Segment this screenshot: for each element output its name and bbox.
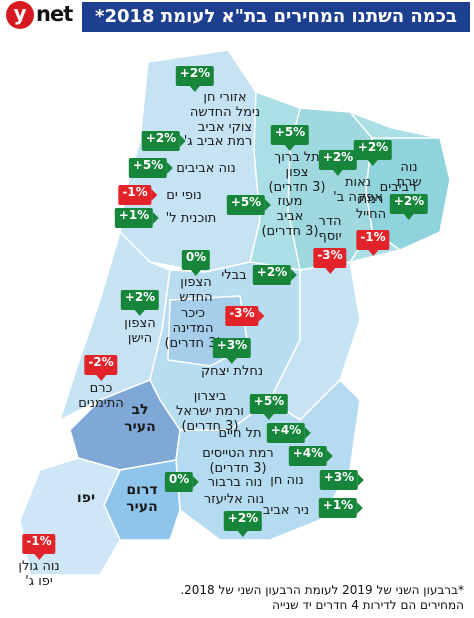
change-badge-neve-golan: -1%: [22, 534, 56, 560]
change-badge-nir-aviv: +2%: [223, 511, 263, 537]
neighborhood-label-neve-chen: נוה חן: [270, 473, 304, 488]
neighborhood-label-neve-golan: נוה גולן יפו ג': [18, 559, 60, 589]
neighborhood-label-tel-baruch: תל ברוך צפון (3 חדרים): [268, 150, 326, 195]
change-badge-ma-oz-aviv: +5%: [226, 195, 272, 215]
neighborhood-label-kerem-hateimanim: כרם התימנים: [78, 381, 124, 411]
neighborhood-label-ramat-hachayal: רמת החייל: [355, 192, 387, 222]
neighborhood-label-tel-chaim: תל חיים: [218, 426, 262, 441]
change-badge-nofei-yam: -1%: [118, 185, 159, 205]
change-badge-neve-eliezer: +1%: [318, 498, 364, 518]
neighborhood-label-neve-eliezer: נוה אליעזר: [203, 492, 265, 507]
change-badge-azorei-chen: +2%: [175, 66, 215, 92]
change-badge-tzafon-hachadash: 0%: [181, 250, 211, 276]
change-badge-tzafon-hayashan: +2%: [120, 290, 160, 316]
neighborhood-label-neve-sharet: נוה שרת: [396, 160, 422, 190]
change-badge-ramat-aviv-g: +2%: [141, 131, 187, 151]
change-badge-kikar-hamedina: -3%: [225, 306, 266, 326]
chart-title: בכמה השתנו המחירים בת"א לעומת 2018*: [82, 2, 470, 32]
change-badge-neot-afeka: +2%: [318, 150, 358, 176]
change-badge-neve-avivim: +5%: [128, 158, 174, 178]
change-badge-tel-baruch: +5%: [270, 125, 310, 151]
ynet-logo[interactable]: y net: [6, 1, 73, 31]
neighborhood-label-neot-afeka: נאות אפקה ב': [333, 175, 383, 205]
change-badge-hadar-yosef: -3%: [313, 248, 347, 274]
change-badge-neve-barbur: 0%: [164, 472, 200, 492]
footnote-line-1: *ברבעון השני של 2019 לעומת הרבעון השני ש…: [180, 583, 464, 597]
neighborhood-label-nachlat-yitzhak: נחלת יצחק: [200, 364, 264, 379]
logo-net: net: [36, 2, 73, 26]
neighborhood-label-ma-oz-aviv: מעוז אביב (3 חדרים): [261, 194, 319, 239]
header: y net בכמה השתנו המחירים בת"א לעומת 2018…: [0, 0, 474, 34]
area-label-darom-hair: דרום העיר: [126, 482, 158, 515]
change-badge-ramat-hachayal: +2%: [389, 194, 429, 220]
change-badge-neve-sharet: +2%: [353, 140, 393, 166]
neighborhood-label-bitzaron: ביצרון ורמת ישראל (3 חדרים): [176, 389, 244, 434]
neighborhood-label-azorei-chen: אזורי חן נימל החדשה צוקי אביב: [189, 90, 261, 135]
change-badge-bitzaron: +5%: [249, 394, 289, 420]
logo-y: y: [6, 1, 34, 29]
change-badge-bavli: +2%: [252, 265, 298, 285]
footnote-line-2: המחירים הם לדירות 4 חדרים יד שנייה: [272, 598, 464, 612]
neighborhood-label-ramat-hatayasim: רמת הטייסים (3 חדרים): [202, 446, 274, 476]
neighborhood-label-tzafon-hayashan: הצפון הישן: [124, 316, 156, 346]
neighborhood-label-hadar-yosef: הדר יוסף: [318, 214, 342, 244]
neighborhood-label-neve-barbur: נוה ברבור: [207, 475, 263, 490]
neighborhood-label-tochnit-lamed: תוכנית ל': [165, 211, 217, 226]
neighborhood-label-kikar-hamedina: כיכר המדינה (3 חדרים): [164, 306, 221, 351]
neighborhood-label-neve-avivim: נוה אביבים: [176, 161, 236, 176]
area-label-lev-hair: לב העיר: [124, 402, 156, 435]
change-badge-revivim: -1%: [356, 230, 390, 256]
change-badge-nachlat-yitzhak: +3%: [212, 338, 252, 364]
change-badge-tel-chaim: +4%: [266, 423, 312, 443]
neighborhood-label-ramat-aviv-g: רמת אביב ג': [183, 134, 253, 149]
neighborhood-label-tzafon-hachadash: הצפון החדש: [179, 275, 213, 305]
change-badge-tochnit-lamed: +1%: [114, 208, 160, 228]
change-badge-neve-chen: +3%: [319, 470, 365, 490]
change-badge-kerem-hateimanim: -2%: [84, 355, 118, 381]
neighborhood-label-nofei-yam: נופי ים: [166, 188, 202, 203]
change-badge-ramat-hatayasim: +4%: [288, 446, 334, 466]
neighborhood-label-revivim: רביבים: [379, 180, 417, 195]
neighborhood-label-bavli: בבלי: [221, 268, 247, 283]
area-label-yafo: יפו: [76, 490, 96, 506]
neighborhood-label-nir-aviv: ניר אביב: [262, 503, 310, 518]
footnote: *ברבעון השני של 2019 לעומת הרבעון השני ש…: [164, 583, 464, 613]
